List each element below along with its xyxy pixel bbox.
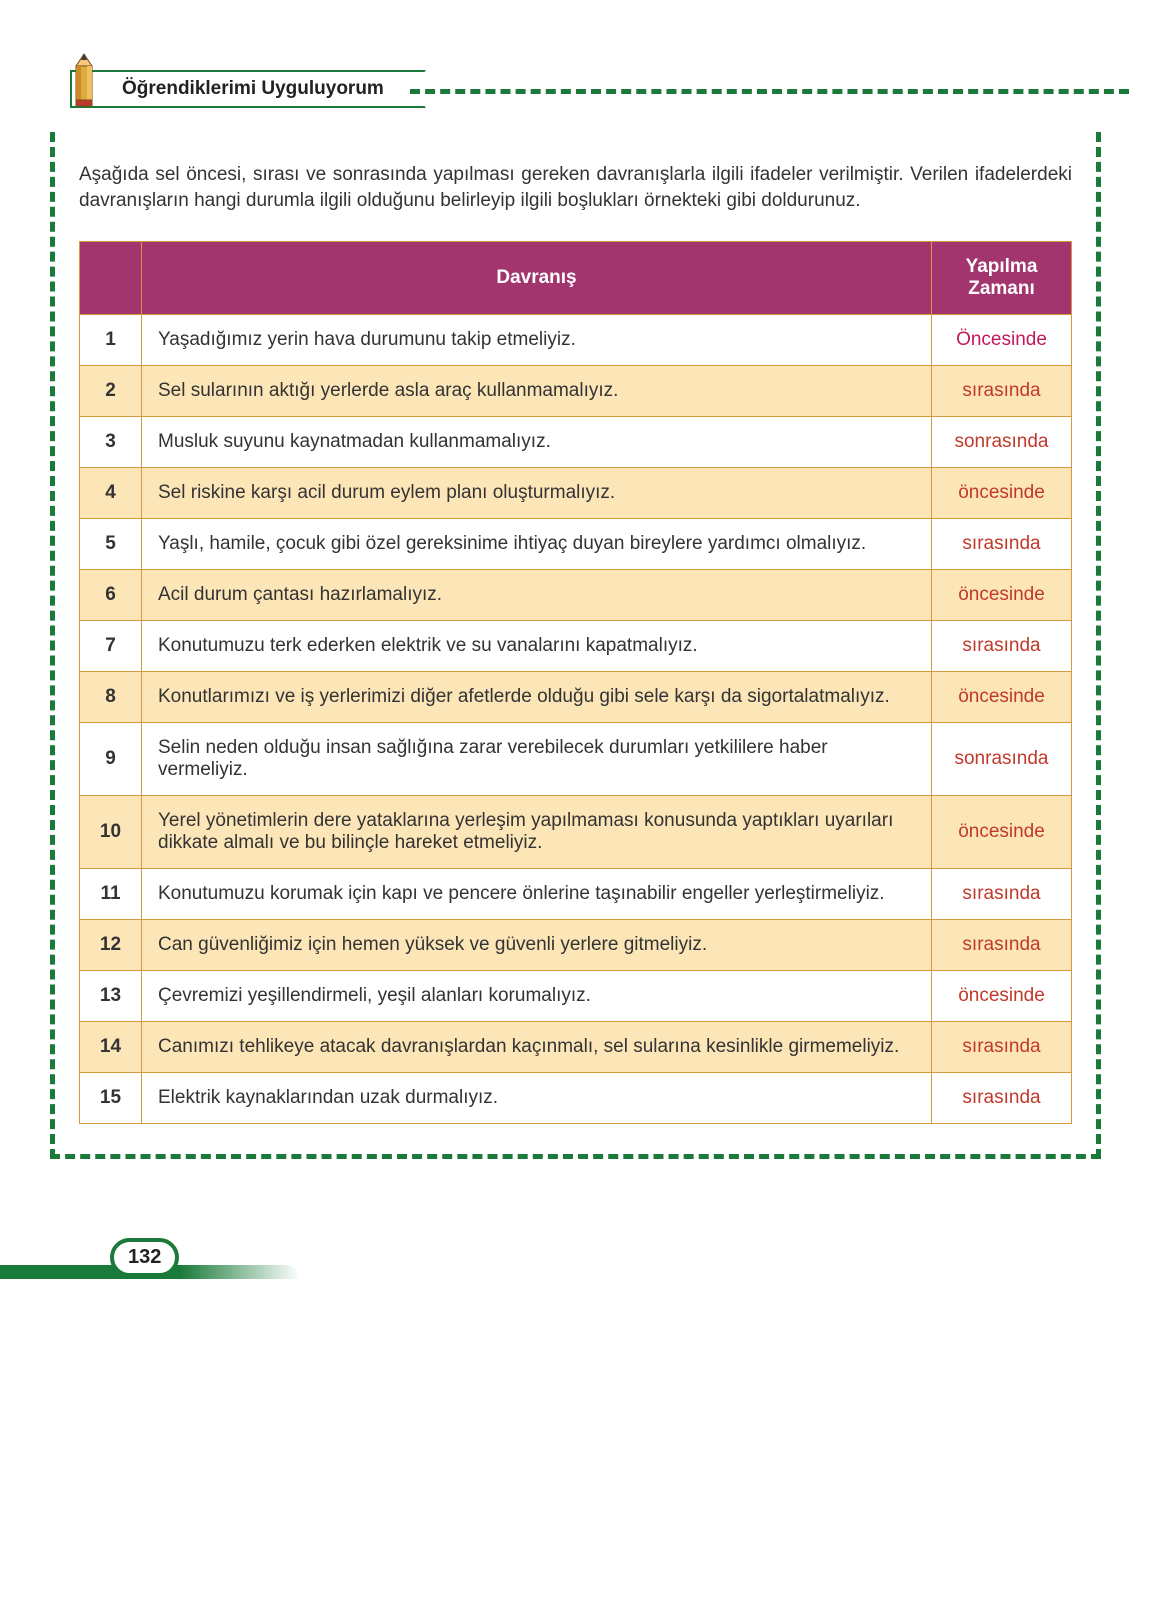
- row-timing: sırasında: [932, 1022, 1072, 1073]
- row-number: 9: [80, 723, 142, 796]
- row-number: 15: [80, 1073, 142, 1124]
- row-behavior: Musluk suyunu kaynatmadan kullanmamalıyı…: [142, 417, 932, 468]
- table-row: 1Yaşadığımız yerin hava durumunu takip e…: [80, 315, 1072, 366]
- table-row: 5Yaşlı, hamile, çocuk gibi özel gereksin…: [80, 519, 1072, 570]
- row-timing: sırasında: [932, 1073, 1072, 1124]
- row-timing: sonrasında: [932, 417, 1072, 468]
- table-row: 2Sel sularının aktığı yerlerde asla araç…: [80, 366, 1072, 417]
- row-timing: sonrasında: [932, 723, 1072, 796]
- row-timing: sırasında: [932, 621, 1072, 672]
- row-number: 1: [80, 315, 142, 366]
- row-number: 5: [80, 519, 142, 570]
- table-row: 6Acil durum çantası hazırlamalıyız.önces…: [80, 570, 1072, 621]
- table-row: 4Sel riskine karşı acil durum eylem plan…: [80, 468, 1072, 519]
- row-behavior: Can güvenliğimiz için hemen yüksek ve gü…: [142, 920, 932, 971]
- row-behavior: Sel sularının aktığı yerlerde asla araç …: [142, 366, 932, 417]
- content-box: Aşağıda sel öncesi, sırası ve sonrasında…: [50, 132, 1101, 1159]
- col-header-behavior: Davranış: [142, 242, 932, 315]
- row-number: 7: [80, 621, 142, 672]
- row-behavior: Konutumuzu korumak için kapı ve pencere …: [142, 869, 932, 920]
- row-behavior: Yaşlı, hamile, çocuk gibi özel gereksini…: [142, 519, 932, 570]
- row-number: 3: [80, 417, 142, 468]
- row-behavior: Sel riskine karşı acil durum eylem planı…: [142, 468, 932, 519]
- dashed-rule: [410, 89, 1129, 94]
- row-behavior: Acil durum çantası hazırlamalıyız.: [142, 570, 932, 621]
- row-number: 4: [80, 468, 142, 519]
- row-timing: sırasında: [932, 366, 1072, 417]
- row-timing: Öncesinde: [932, 315, 1072, 366]
- row-behavior: Konutumuzu terk ederken elektrik ve su v…: [142, 621, 932, 672]
- row-number: 6: [80, 570, 142, 621]
- table-row: 15Elektrik kaynaklarından uzak durmalıyı…: [80, 1073, 1072, 1124]
- row-number: 10: [80, 796, 142, 869]
- row-timing: öncesinde: [932, 672, 1072, 723]
- row-behavior: Selin neden olduğu insan sağlığına zarar…: [142, 723, 932, 796]
- table-row: 7Konutumuzu terk ederken elektrik ve su …: [80, 621, 1072, 672]
- row-timing: öncesinde: [932, 570, 1072, 621]
- col-header-blank: [80, 242, 142, 315]
- table-row: 11Konutumuzu korumak için kapı ve pencer…: [80, 869, 1072, 920]
- row-number: 13: [80, 971, 142, 1022]
- table-row: 8Konutlarımızı ve iş yerlerimizi diğer a…: [80, 672, 1072, 723]
- table-row: 12Can güvenliğimiz için hemen yüksek ve …: [80, 920, 1072, 971]
- row-behavior: Yerel yönetimlerin dere yataklarına yerl…: [142, 796, 932, 869]
- row-timing: sırasında: [932, 869, 1072, 920]
- page-number: 132: [110, 1238, 179, 1277]
- row-number: 8: [80, 672, 142, 723]
- row-behavior: Elektrik kaynaklarından uzak durmalıyız.: [142, 1073, 932, 1124]
- row-timing: öncesinde: [932, 796, 1072, 869]
- row-behavior: Konutlarımızı ve iş yerlerimizi diğer af…: [142, 672, 932, 723]
- col-header-timing: Yapılma Zamanı: [932, 242, 1072, 315]
- pencil-icon: [62, 52, 106, 108]
- row-timing: sırasında: [932, 920, 1072, 971]
- row-timing: öncesinde: [932, 468, 1072, 519]
- row-number: 14: [80, 1022, 142, 1073]
- table-row: 14Canımızı tehlikeye atacak davranışlard…: [80, 1022, 1072, 1073]
- table-row: 13Çevremizi yeşillendirmeli, yeşil alanl…: [80, 971, 1072, 1022]
- row-number: 11: [80, 869, 142, 920]
- table-row: 9Selin neden olduğu insan sağlığına zara…: [80, 723, 1072, 796]
- table-row: 3Musluk suyunu kaynatmadan kullanmamalıy…: [80, 417, 1072, 468]
- row-number: 2: [80, 366, 142, 417]
- row-behavior: Çevremizi yeşillendirmeli, yeşil alanlar…: [142, 971, 932, 1022]
- row-behavior: Canımızı tehlikeye atacak davranışlardan…: [142, 1022, 932, 1073]
- section-header: Öğrendiklerimi Uyguluyorum: [70, 70, 1101, 108]
- row-behavior: Yaşadığımız yerin hava durumunu takip et…: [142, 315, 932, 366]
- row-timing: öncesinde: [932, 971, 1072, 1022]
- page-footer: 132: [50, 1219, 1101, 1279]
- row-number: 12: [80, 920, 142, 971]
- intro-paragraph: Aşağıda sel öncesi, sırası ve sonrasında…: [79, 162, 1072, 213]
- table-row: 10Yerel yönetimlerin dere yataklarına ye…: [80, 796, 1072, 869]
- row-timing: sırasında: [932, 519, 1072, 570]
- behaviors-table: Davranış Yapılma Zamanı 1Yaşadığımız yer…: [79, 241, 1072, 1124]
- section-title: Öğrendiklerimi Uyguluyorum: [70, 70, 412, 108]
